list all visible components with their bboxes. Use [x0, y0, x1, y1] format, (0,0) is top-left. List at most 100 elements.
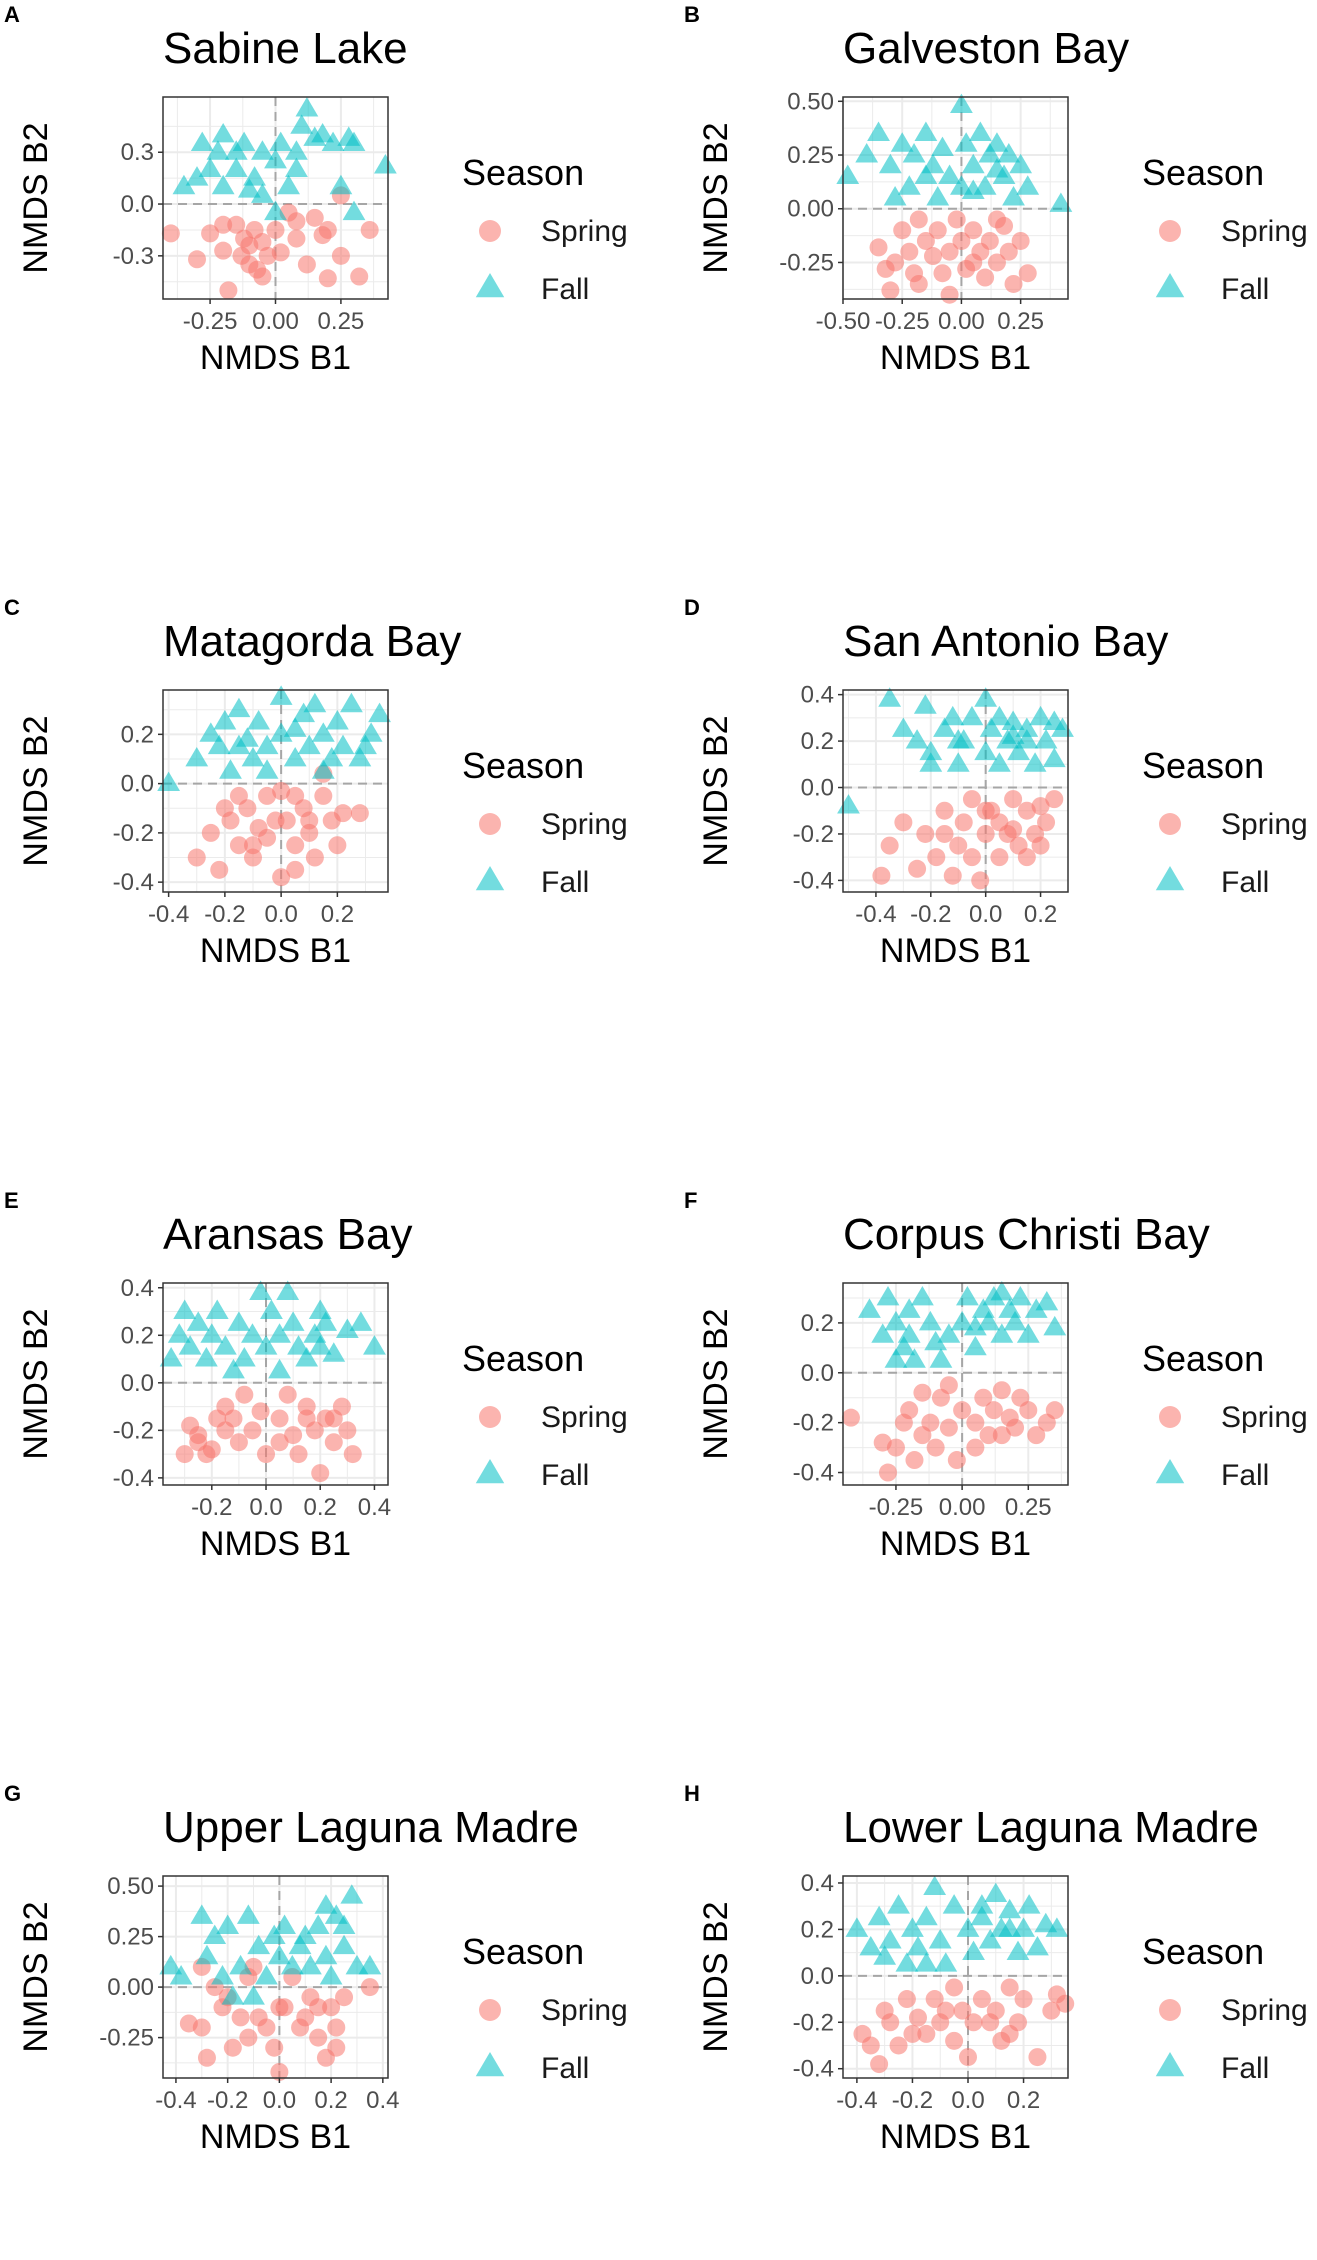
plot-border [842, 689, 1069, 893]
spring-point [1027, 1426, 1046, 1445]
spring-point [296, 2008, 315, 2027]
spring-point [935, 801, 954, 820]
fall-point [173, 1299, 197, 1319]
y-tick-label: 0.2 [121, 1322, 154, 1349]
spring-point [1045, 790, 1064, 809]
fall-point [979, 717, 1003, 737]
fall-point [1049, 192, 1073, 212]
x-tick-label: 0.0 [951, 2087, 984, 2114]
legend-title: Season [1142, 1931, 1264, 1972]
y-tick-label: 0.00 [787, 196, 834, 223]
fall-point [974, 687, 998, 707]
legend-spring-key [1159, 813, 1181, 835]
spring-point [311, 1464, 330, 1483]
fall-point [941, 705, 965, 726]
spring-point [947, 1451, 966, 1470]
fall-point [962, 1940, 985, 1961]
legend-fall-key [1155, 866, 1185, 891]
fall-point [883, 186, 907, 206]
legend-spring-key [1159, 1406, 1181, 1428]
spring-point [954, 813, 973, 832]
spring-point [270, 1433, 289, 1452]
fall-point [878, 1929, 902, 1949]
y-tick-label: 0.0 [801, 1963, 834, 1990]
spring-point [869, 238, 888, 257]
spring-point [880, 836, 899, 855]
panel-letter: E [4, 1188, 19, 1213]
spring-point [945, 1978, 964, 1997]
spring-point [971, 871, 990, 890]
fall-point [1017, 1894, 1041, 1914]
fall-point [221, 1985, 245, 2005]
spring-point [953, 1401, 972, 1420]
legend-spring-key [1159, 220, 1181, 242]
legend: Season Spring Fall [1142, 745, 1308, 899]
fall-point [897, 1323, 921, 1343]
fall-point [929, 1348, 953, 1368]
y-axis-title: NMDS B2 [697, 715, 735, 866]
spring-point [886, 1438, 905, 1457]
fall-point [1035, 1290, 1059, 1311]
spring-point [927, 848, 946, 867]
spring-point [187, 848, 206, 867]
fall-point [1029, 705, 1052, 726]
fall-point [276, 1280, 300, 1300]
spring-point [905, 1451, 924, 1470]
fall-point [260, 1299, 283, 1319]
x-tick-label: 0.2 [1007, 2087, 1040, 2114]
fall-point [332, 1934, 356, 1955]
fall-point [990, 1323, 1014, 1343]
spring-point [945, 2031, 964, 2050]
fall-point [937, 1323, 961, 1343]
y-tick-label: -0.25 [99, 2025, 154, 2052]
spring-point [197, 2048, 216, 2067]
legend: Season Spring Fall [462, 152, 628, 306]
spring-point [243, 1421, 262, 1440]
spring-point [939, 1376, 958, 1395]
spring-point [229, 786, 248, 805]
legend-spring-label: Spring [541, 1401, 628, 1434]
fall-point [956, 1917, 980, 1937]
x-tick-label: 0.2 [1024, 901, 1057, 928]
fall-point [227, 734, 251, 755]
panel-letter: F [684, 1188, 697, 1213]
fall-point [873, 1945, 897, 1965]
fall-point [186, 1311, 210, 1331]
legend-title: Season [462, 152, 584, 193]
fall-point [224, 157, 248, 177]
spring-point [900, 1401, 919, 1420]
fall-point [314, 1894, 338, 1914]
y-tick-label: 0.25 [787, 142, 834, 169]
spring-point [270, 2062, 289, 2081]
x-axis-title: NMDS B1 [200, 932, 351, 970]
legend-fall-key [1155, 273, 1185, 298]
fall-point [1008, 1285, 1032, 1306]
fall-point [255, 734, 279, 755]
fall-point [1024, 1298, 1048, 1318]
fall-point [867, 121, 890, 141]
spring-point [215, 799, 234, 818]
spring-point [286, 860, 305, 879]
fall-point [954, 132, 978, 152]
legend-spring-key [1159, 1999, 1181, 2021]
fall-point [963, 1315, 987, 1336]
x-tick-label: 0.0 [969, 901, 1002, 928]
spring-point [324, 1409, 343, 1428]
spring-point [933, 264, 952, 283]
spring-point [1004, 274, 1023, 293]
fall-point [267, 1944, 291, 1965]
x-axis-title: NMDS B1 [880, 2118, 1031, 2156]
spring-point [925, 1990, 944, 2009]
y-axis-title: NMDS B2 [697, 122, 735, 273]
spring-point [175, 1445, 194, 1464]
spring-point [1045, 1401, 1064, 1420]
fall-point [931, 136, 954, 157]
fall-point [340, 1884, 364, 1904]
spring-point [231, 2008, 250, 2027]
legend-fall-label: Fall [1221, 1459, 1269, 1492]
fall-point [169, 1965, 193, 1985]
fall-point [288, 1934, 312, 1955]
fall-point [203, 1924, 227, 1945]
legend-spring-label: Spring [541, 808, 628, 841]
legend-fall-key [475, 273, 505, 298]
